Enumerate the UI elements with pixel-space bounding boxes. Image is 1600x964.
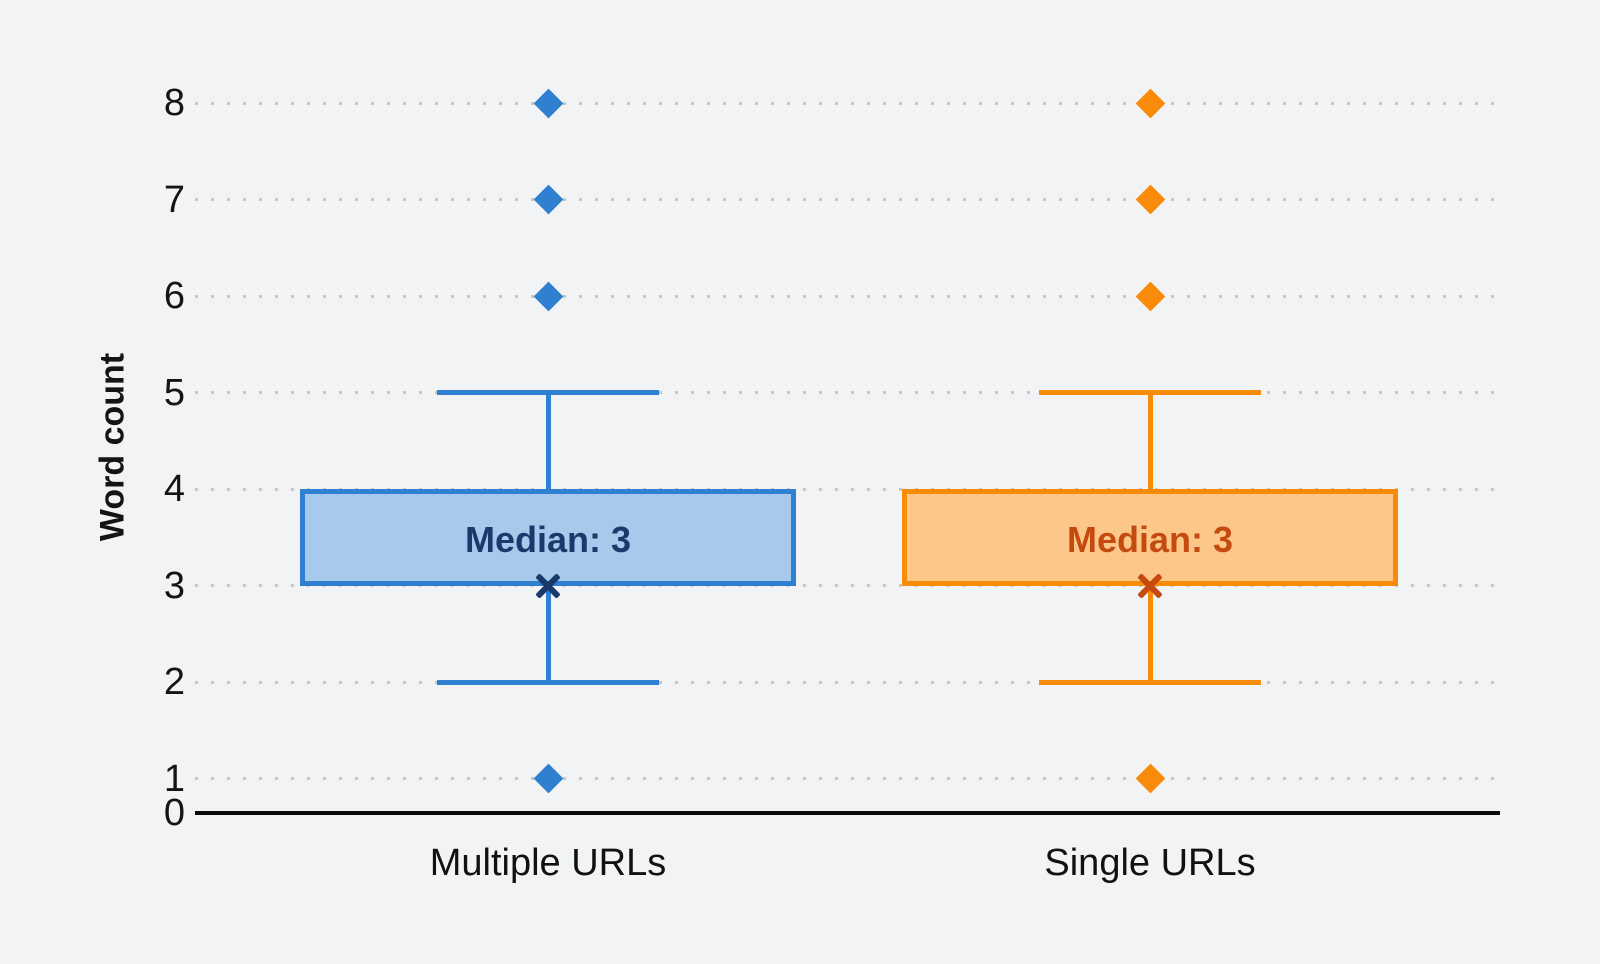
- gridline-y-1: [195, 777, 1500, 781]
- category-label-single-urls: Single URLs: [1044, 842, 1256, 884]
- median-label: Median: 3: [1066, 518, 1234, 560]
- gridline-y-5: [195, 391, 1500, 395]
- category-label-multiple-urls: Multiple URLs: [429, 842, 667, 884]
- median-x-marker: [1135, 571, 1165, 601]
- outlier-diamond-icon: [533, 281, 563, 311]
- whisker-lower-line: [1147, 585, 1153, 683]
- outlier-diamond-icon: [1135, 184, 1165, 215]
- y-tick-label-8: 8: [163, 82, 185, 124]
- x-axis-line: [195, 811, 1500, 815]
- outlier-diamond-icon: [533, 88, 563, 118]
- gridline-y-2: [195, 680, 1500, 684]
- whisker-lower-line: [545, 585, 551, 683]
- y-tick-label-4: 4: [163, 468, 185, 511]
- y-tick-label-7: 7: [163, 178, 185, 221]
- y-tick-label-2: 2: [163, 661, 185, 704]
- whisker-lower-cap: [1039, 679, 1261, 685]
- whisker-upper-cap: [437, 390, 659, 396]
- outlier-diamond-icon: [1135, 281, 1165, 311]
- gridline-y-3: [195, 584, 1500, 588]
- outlier-diamond-icon: [1135, 88, 1165, 118]
- gridline-y-8: [195, 101, 1500, 105]
- y-tick-label-0: 0: [163, 792, 185, 834]
- whisker-upper-line: [1147, 392, 1153, 490]
- whisker-lower-cap: [437, 679, 659, 685]
- whisker-upper-cap: [1039, 390, 1261, 396]
- whisker-upper-line: [545, 392, 551, 490]
- median-label: Median: 3: [464, 518, 632, 560]
- gridline-y-7: [195, 198, 1500, 202]
- gridline-y-6: [195, 294, 1500, 298]
- gridline-y-4: [195, 487, 1500, 491]
- y-tick-label-6: 6: [163, 275, 185, 318]
- outlier-diamond-icon: [533, 764, 563, 794]
- y-tick-label-3: 3: [163, 564, 185, 607]
- median-x-marker: [533, 571, 563, 601]
- outlier-diamond-icon: [1135, 764, 1165, 794]
- y-tick-label-1: 1: [163, 757, 185, 800]
- outlier-diamond-icon: [533, 184, 563, 215]
- y-tick-label-5: 5: [163, 371, 185, 414]
